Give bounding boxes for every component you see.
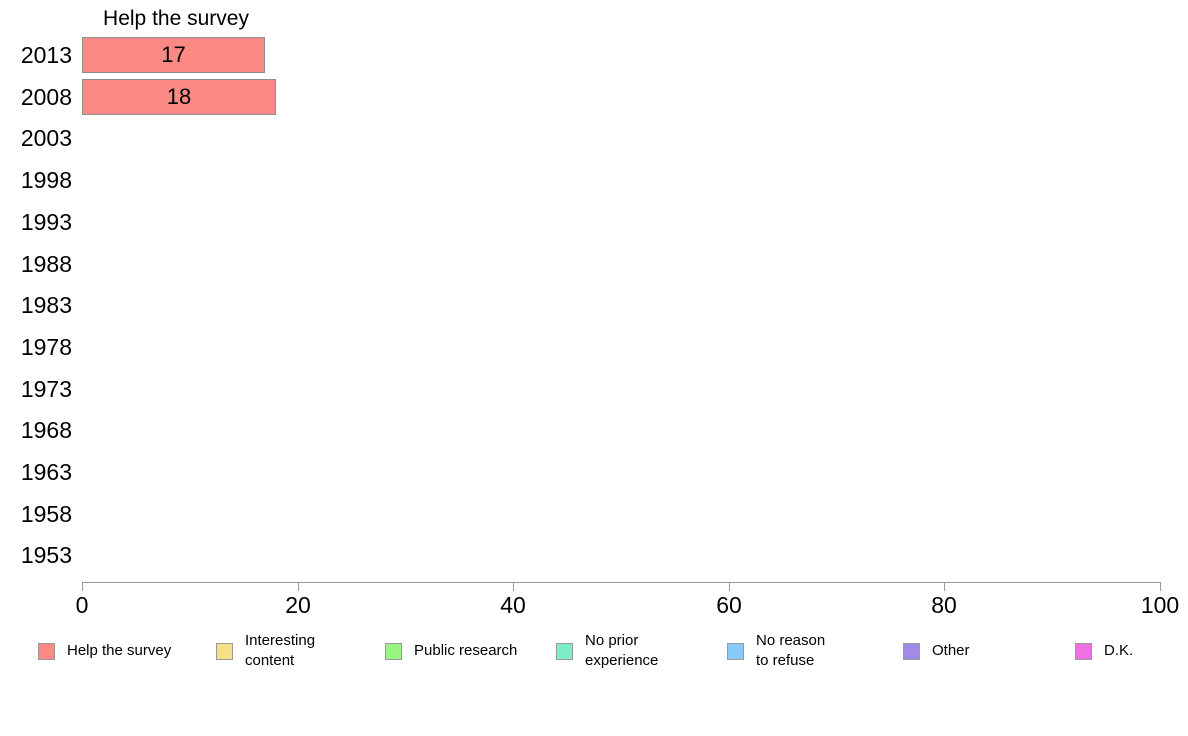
legend-label-line: content: [245, 652, 295, 669]
legend-item: Other: [903, 629, 970, 673]
x-axis-tick-label: 60: [716, 592, 742, 618]
legend-label: Public research: [414, 641, 517, 661]
legend-label-line: D.K.: [1104, 642, 1134, 659]
legend-label-line: experience: [585, 652, 659, 669]
x-axis-tick-label: 100: [1140, 592, 1180, 618]
legend-item: D.K.: [1075, 629, 1133, 673]
legend-label-line: Interesting: [245, 632, 316, 649]
bar-value-label: 17: [161, 42, 186, 67]
legend-label-line: Help the survey: [67, 642, 172, 659]
x-axis-tick: [82, 582, 83, 591]
x-axis-tick: [944, 582, 945, 591]
y-axis-label: 1968: [20, 417, 72, 444]
legend-swatch-icon: [1075, 642, 1092, 660]
x-axis-tick: [513, 582, 514, 591]
legend-swatch-icon: [727, 642, 744, 660]
x-axis-tick-label: 80: [931, 592, 957, 618]
legend-label-line: No reason: [756, 632, 826, 649]
bar: 17: [82, 37, 265, 73]
legend-label: No prior experience: [585, 631, 658, 671]
y-axis-label: 1983: [20, 292, 72, 319]
legend-swatch-icon: [385, 642, 402, 660]
y-axis-label: 1998: [20, 167, 72, 194]
x-axis-tick-label: 40: [500, 592, 526, 618]
legend-item: No reason to refuse: [727, 629, 825, 673]
y-axis-label: 1988: [20, 250, 72, 277]
y-axis-label: 2013: [20, 42, 72, 68]
legend-label: D.K.: [1104, 641, 1133, 661]
y-axis-label: 1958: [20, 500, 72, 527]
legend-swatch-icon: [556, 642, 573, 660]
legend-label: Help the survey: [67, 641, 171, 661]
y-axis-label: 2003: [20, 125, 72, 152]
x-axis-tick: [729, 582, 730, 591]
legend-label: Other: [932, 641, 970, 661]
legend-label-line: Public research: [414, 642, 518, 659]
y-axis-label: 1963: [20, 459, 72, 485]
x-axis-line: [82, 582, 1160, 583]
legend-swatch-icon: [903, 642, 920, 660]
x-axis-tick-label: 0: [75, 592, 89, 618]
legend-swatch-icon: [38, 642, 55, 660]
legend-item: No prior experience: [556, 629, 658, 673]
legend-swatch-icon: [216, 642, 233, 660]
bar-value-label: 18: [166, 83, 192, 109]
legend-item: Help the survey: [38, 629, 171, 673]
y-axis-label: 2008: [20, 83, 72, 110]
legend-item: Interesting content: [216, 629, 315, 673]
legend-label-line: Other: [932, 642, 970, 659]
bar: 18: [82, 78, 276, 115]
y-axis-label: 1953: [20, 542, 72, 569]
y-axis-label: 1993: [20, 208, 72, 235]
x-axis-tick-label: 20: [285, 592, 311, 618]
x-axis-tick: [1160, 582, 1161, 591]
x-axis-tick: [298, 582, 299, 591]
legend-label-line: to refuse: [756, 652, 815, 669]
chart-title: Help the survey: [103, 7, 249, 30]
legend-label: Interesting content: [245, 631, 315, 671]
legend-label-line: No prior: [585, 632, 639, 649]
y-axis-label: 1978: [20, 333, 72, 360]
y-axis-label: 1973: [20, 375, 72, 402]
legend-label: No reason to refuse: [756, 631, 825, 671]
legend-item: Public research: [385, 629, 517, 673]
